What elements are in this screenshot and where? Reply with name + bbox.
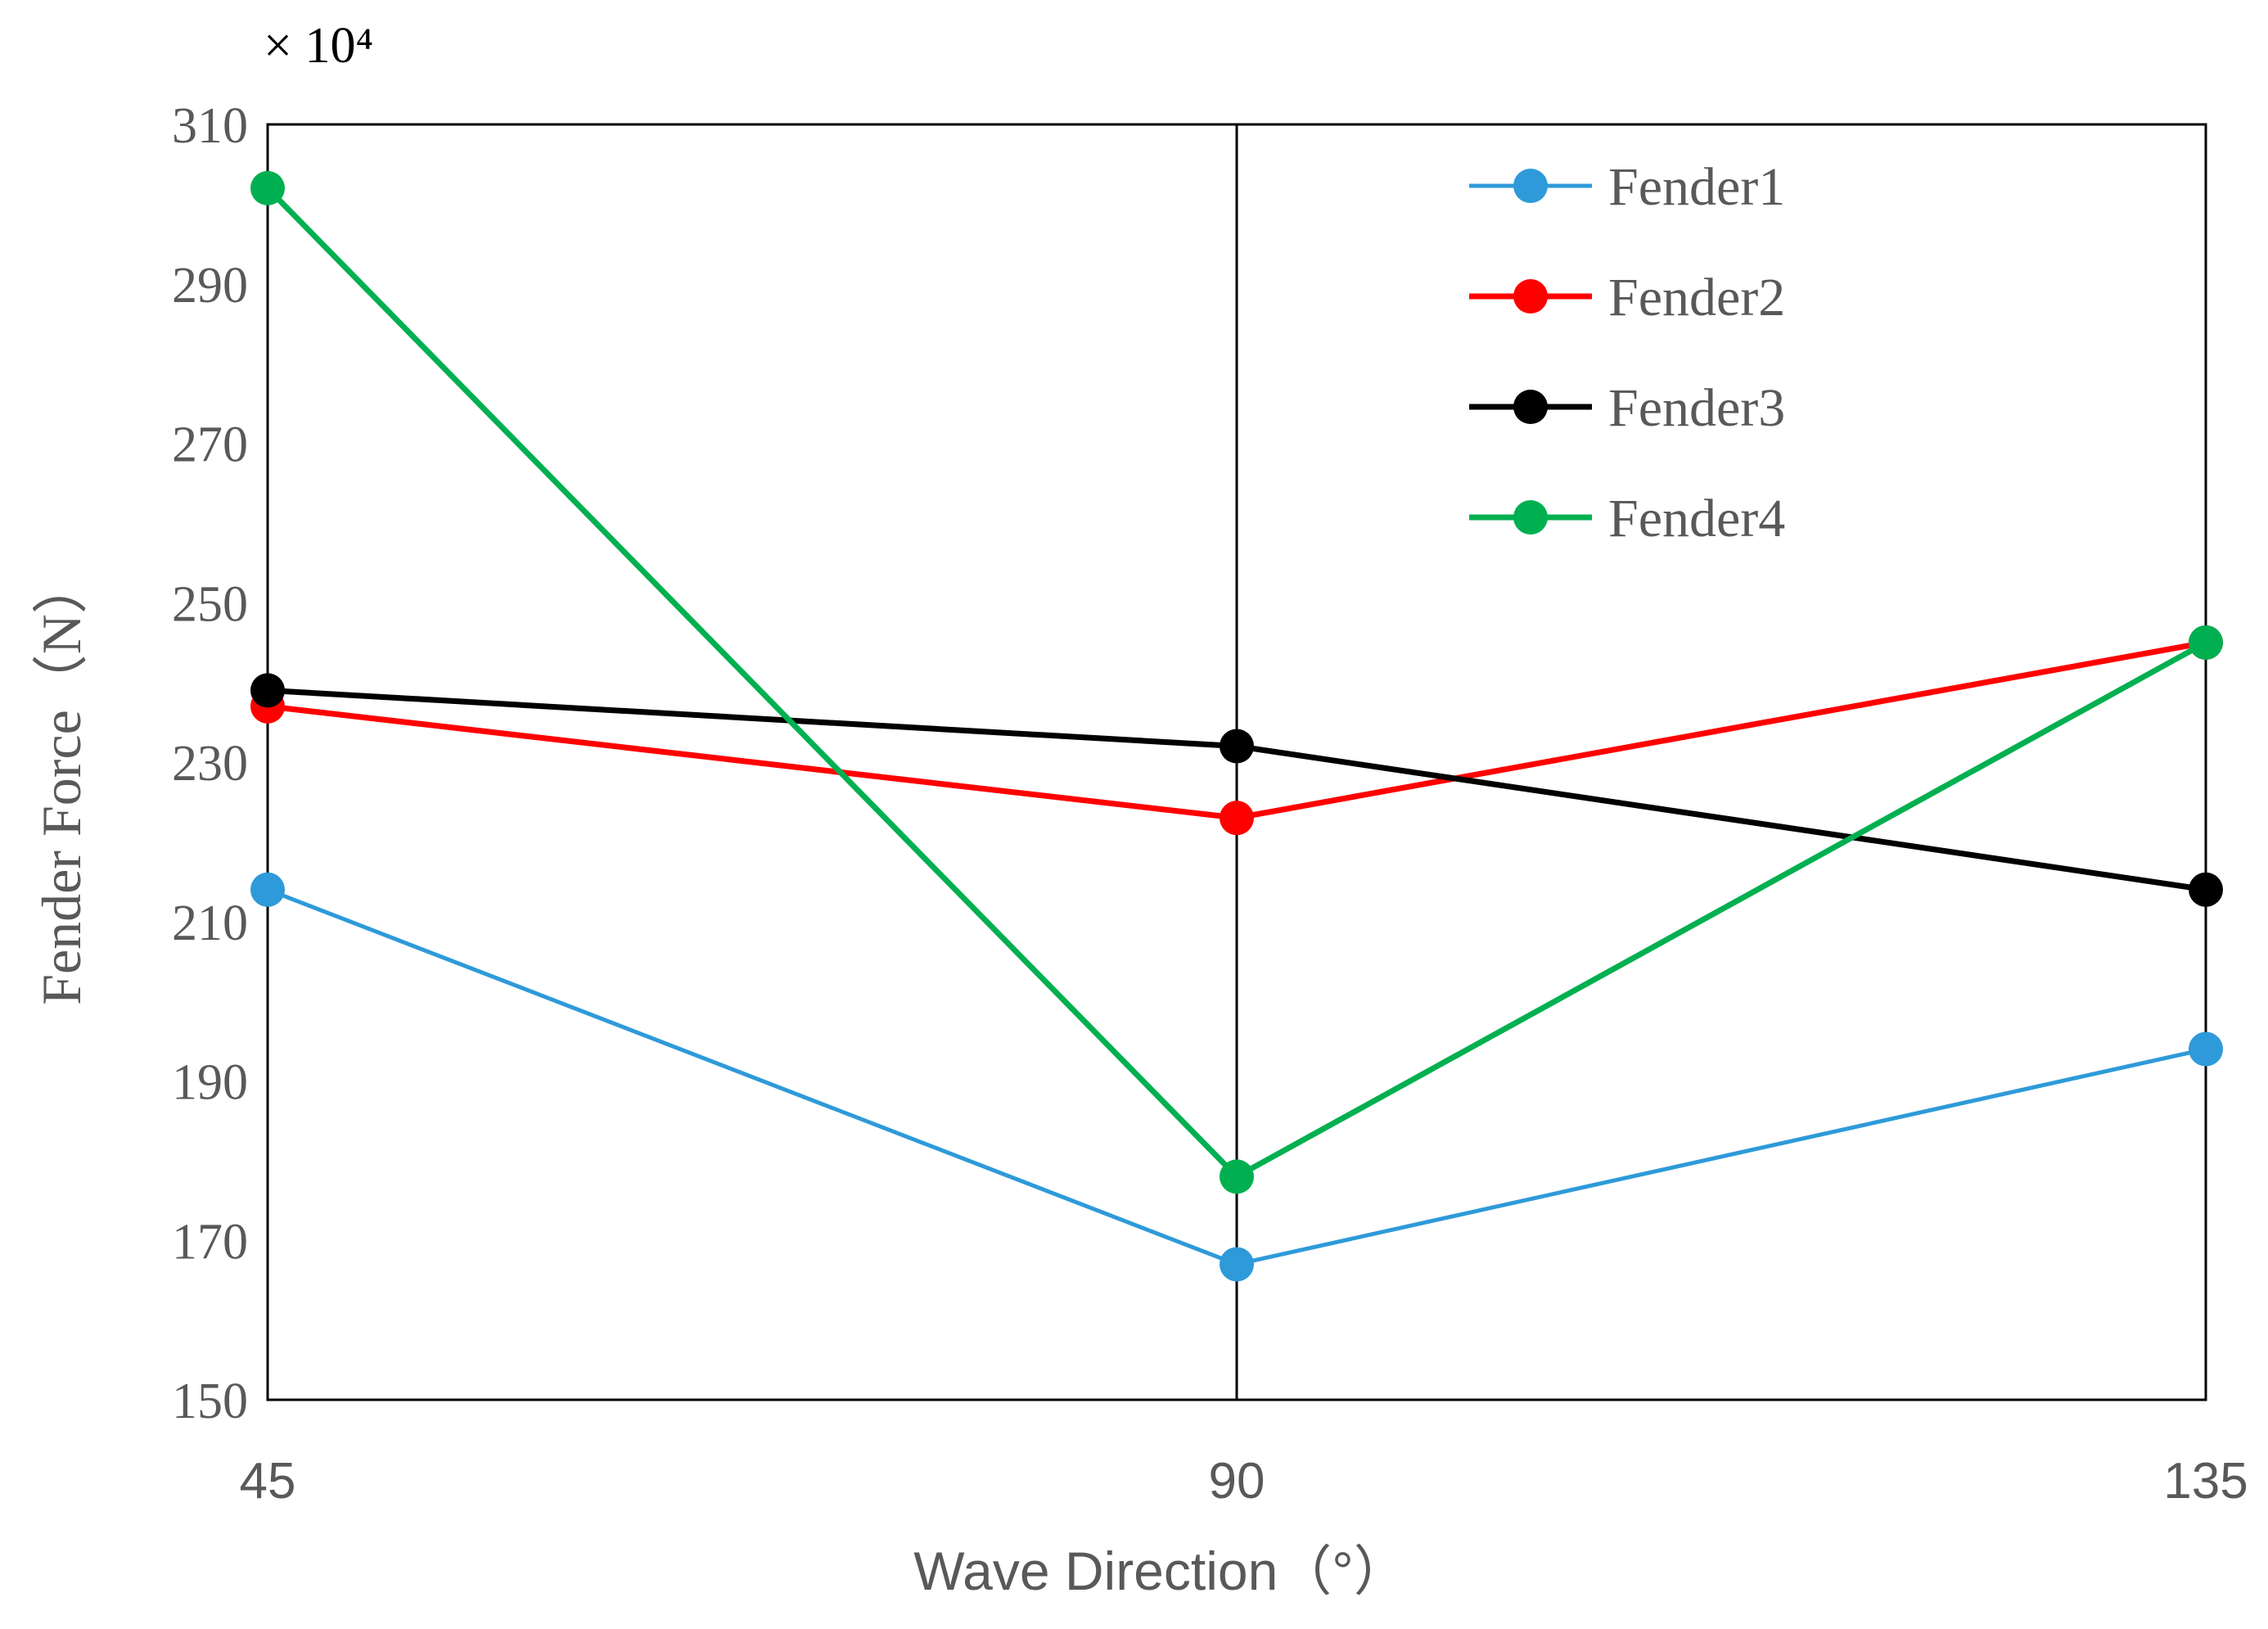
series-layer [250,170,2223,1282]
legend-entry-fender1: Fender1 [1469,157,1785,217]
legend-entry-fender2: Fender2 [1469,268,1785,327]
legend-swatch-marker [1513,279,1548,314]
y-tick-label: 250 [172,576,248,632]
y-tick-label: 170 [172,1214,248,1270]
legend-entry-fender4: Fender4 [1469,489,1785,548]
data-point [2189,872,2223,907]
data-point [2189,625,2223,660]
legend-entry-fender3: Fender3 [1469,378,1785,438]
y-tick-label: 290 [172,258,248,314]
x-tick-label: 45 [240,1453,296,1509]
y-tick-label: 210 [172,896,248,951]
series-fender3 [250,673,2223,907]
legend: Fender1 Fender2 Fender3 Fender4 [1469,157,1785,548]
legend-swatch-marker [1513,390,1548,424]
legend-label: Fender3 [1608,378,1785,438]
y-axis-tick-labels: 150 170 190 210 230 250 270 290 310 [172,98,248,1429]
legend-label: Fender4 [1608,489,1785,548]
data-point [2189,1031,2223,1067]
y-tick-label: 190 [172,1055,248,1111]
x-axis-title: Wave Direction（°） [913,1541,1407,1601]
series-fender4 [250,170,2223,1194]
y-tick-label: 150 [172,1374,248,1429]
legend-swatch-marker [1513,169,1548,203]
legend-label: Fender1 [1608,157,1785,217]
data-point [1220,801,1254,836]
legend-label: Fender2 [1608,268,1785,327]
y-tick-label: 230 [172,736,248,792]
data-point [1220,1247,1254,1282]
data-point [250,872,285,907]
y-tick-label: 310 [172,98,248,154]
series-fender1 [250,872,2223,1282]
y-axis-multiplier: × 10⁴ [264,18,373,74]
x-tick-label: 135 [2163,1453,2248,1509]
x-axis-tick-labels: 45 90 135 [240,1453,2248,1509]
data-point [1220,1159,1254,1194]
data-point [1220,729,1254,764]
y-axis-title: Fender Force（N） [30,558,92,1005]
data-point [250,170,285,205]
x-tick-label: 90 [1209,1453,1265,1509]
data-point [250,673,285,708]
legend-swatch-marker [1513,500,1548,535]
y-tick-label: 270 [172,417,248,473]
